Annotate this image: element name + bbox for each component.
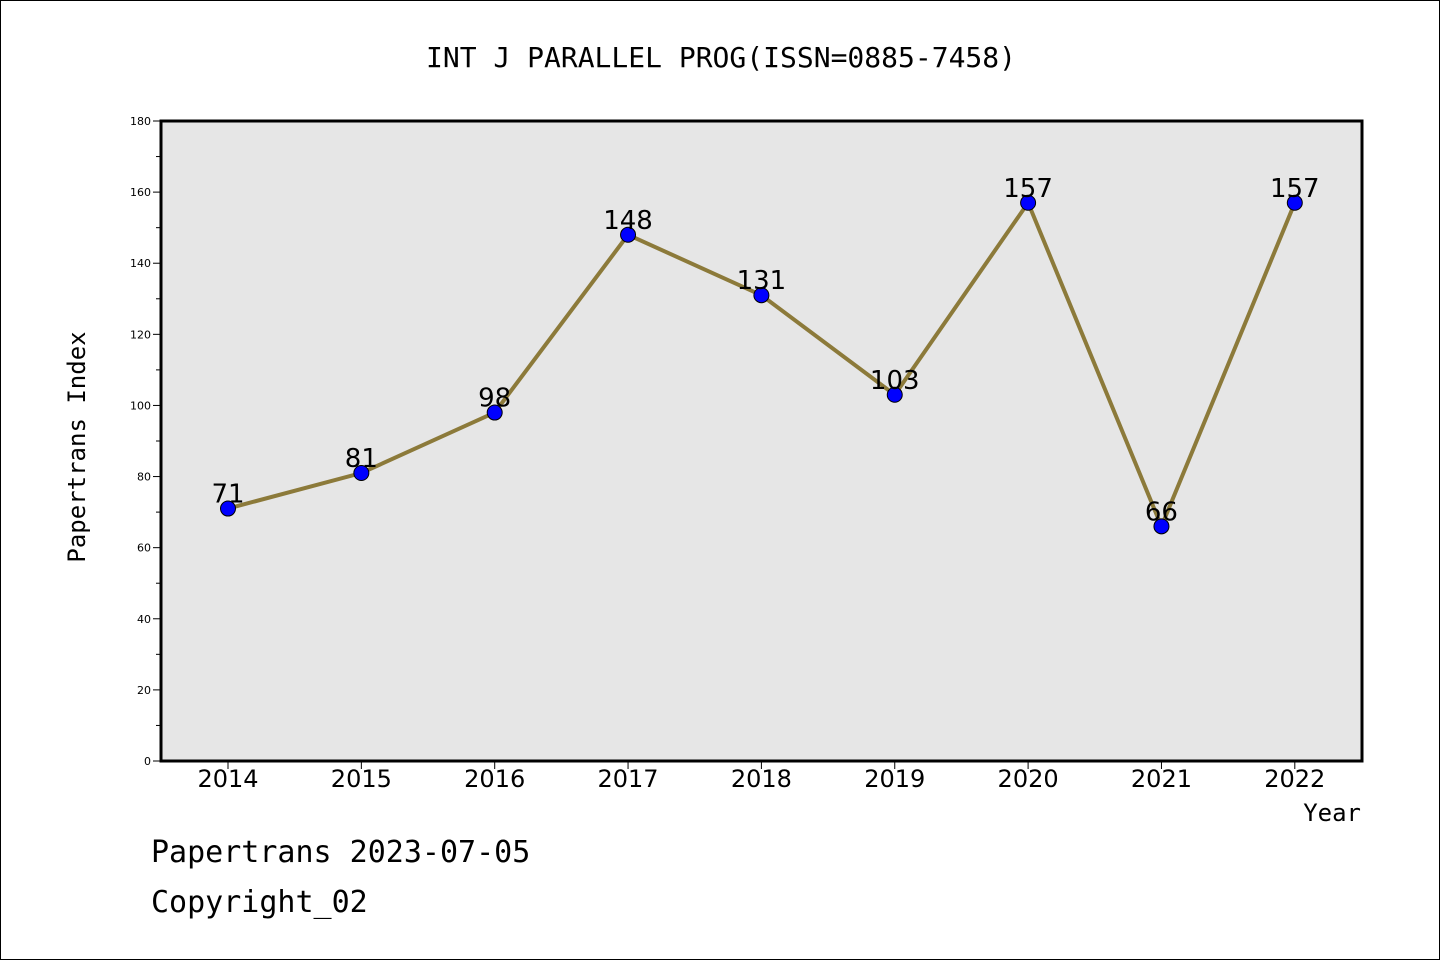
y-axis: 0 20 40 60 80 100 120 140 160 180 (130, 115, 161, 768)
x-tick-label: 2018 (731, 765, 792, 793)
y-tick-label: 140 (130, 257, 151, 270)
x-tick-label: 2021 (1131, 765, 1192, 793)
y-tick-label: 40 (137, 613, 151, 626)
data-label: 98 (478, 384, 511, 414)
y-tick-label: 0 (144, 755, 151, 768)
data-point-marker (1020, 194, 1037, 211)
data-point-marker (353, 465, 370, 481)
data-point-marker (620, 226, 637, 243)
y-tick-label: 20 (137, 684, 151, 697)
x-tick-label: 2016 (464, 765, 525, 793)
footer-date: Papertrans 2023-07-05 (151, 835, 531, 870)
data-point-marker (1153, 518, 1170, 535)
y-axis-label: Papertrans Index (63, 331, 91, 562)
x-tick-label: 2022 (1264, 765, 1325, 793)
y-tick-label: 120 (130, 328, 151, 341)
x-tick-label: 2015 (331, 765, 392, 793)
plot-area (161, 121, 1362, 761)
data-label: 157 (1270, 174, 1320, 204)
data-label: 131 (737, 266, 787, 296)
x-axis: 2014 2015 2016 2017 2018 2019 2020 2021 2022 (197, 761, 1325, 793)
marker-group (220, 194, 1303, 535)
data-label: 148 (603, 206, 653, 236)
y-tick-label: 60 (137, 542, 151, 555)
y-tick-label: 160 (130, 186, 151, 199)
data-label: 81 (345, 444, 378, 474)
x-tick-label: 2019 (864, 765, 925, 793)
data-point-marker (753, 287, 770, 304)
data-point-marker (220, 500, 236, 517)
x-tick-label: 2020 (998, 765, 1059, 793)
x-tick-label: 2017 (598, 765, 659, 793)
data-label: 103 (870, 366, 920, 396)
y-tick-label: 180 (130, 115, 151, 128)
data-label: 71 (211, 480, 244, 510)
data-label: 157 (1003, 174, 1053, 204)
data-label: 66 (1145, 497, 1178, 527)
x-axis-label: Year (1303, 799, 1361, 827)
chart-title: INT J PARALLEL PROG(ISSN=0885-7458) (426, 41, 1016, 74)
footer-copyright: Copyright_02 (151, 885, 368, 920)
x-tick-label: 2014 (197, 765, 258, 793)
data-point-marker (886, 386, 903, 403)
data-point-marker (486, 404, 503, 421)
y-tick-label: 80 (137, 471, 151, 484)
plot-border (159, 119, 1364, 763)
data-label-group: 71 81 98 148 131 103 157 66 157 (211, 174, 1319, 528)
data-point-marker (1286, 194, 1303, 211)
y-tick-label: 100 (130, 399, 151, 412)
